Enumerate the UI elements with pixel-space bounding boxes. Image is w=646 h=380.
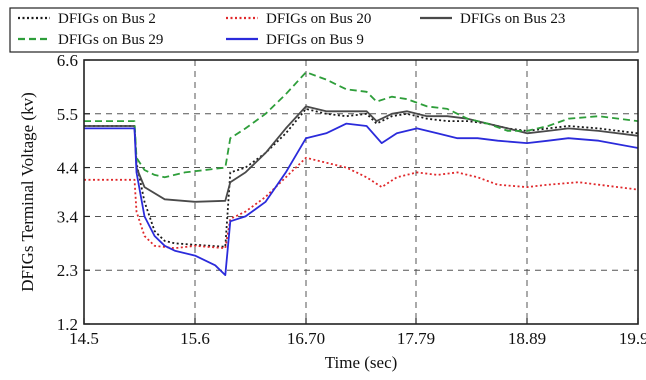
legend-label: DFIGs on Bus 29 [58,32,163,48]
x-tick-label: 16.70 [287,329,325,348]
ticks: 14.5 15.6 16.70 17.79 18.89 19.99 1.2 2.3 3.4 4.4… [57,51,646,348]
plot-frame [83,59,639,325]
y-tick-label: 5.5 [57,105,78,124]
y-tick-label: 6.6 [57,51,78,70]
x-tick-label: 15.6 [180,329,210,348]
legend-label: DFIGs on Bus 9 [266,32,364,48]
y-tick-label: 2.3 [57,261,78,280]
y-tick-label: 1.2 [57,315,78,334]
y-tick-label: 3.4 [57,207,79,226]
legend-box [9,7,639,53]
legend-label: DFIGs on Bus 2 [58,11,156,27]
x-tick-label: 19.99 [619,329,646,348]
x-tick-label: 14.5 [69,329,99,348]
y-axis-label: DFIGs Terminal Voltage (kv) [18,92,37,291]
x-tick-label: 17.79 [397,329,435,348]
series-line [84,156,639,250]
series-line [84,122,639,276]
legend-label: DFIGs on Bus 20 [266,11,371,27]
legend-label: DFIGs on Bus 23 [460,11,565,27]
legend: DFIGs on Bus 2 DFIGs on Bus 20 DFIGs on Bu… [9,7,639,53]
y-tick-label: 4.4 [57,159,79,178]
x-tick-label: 18.89 [508,329,546,348]
x-axis-label: Time (sec) [325,353,398,372]
series-layer [84,71,639,276]
